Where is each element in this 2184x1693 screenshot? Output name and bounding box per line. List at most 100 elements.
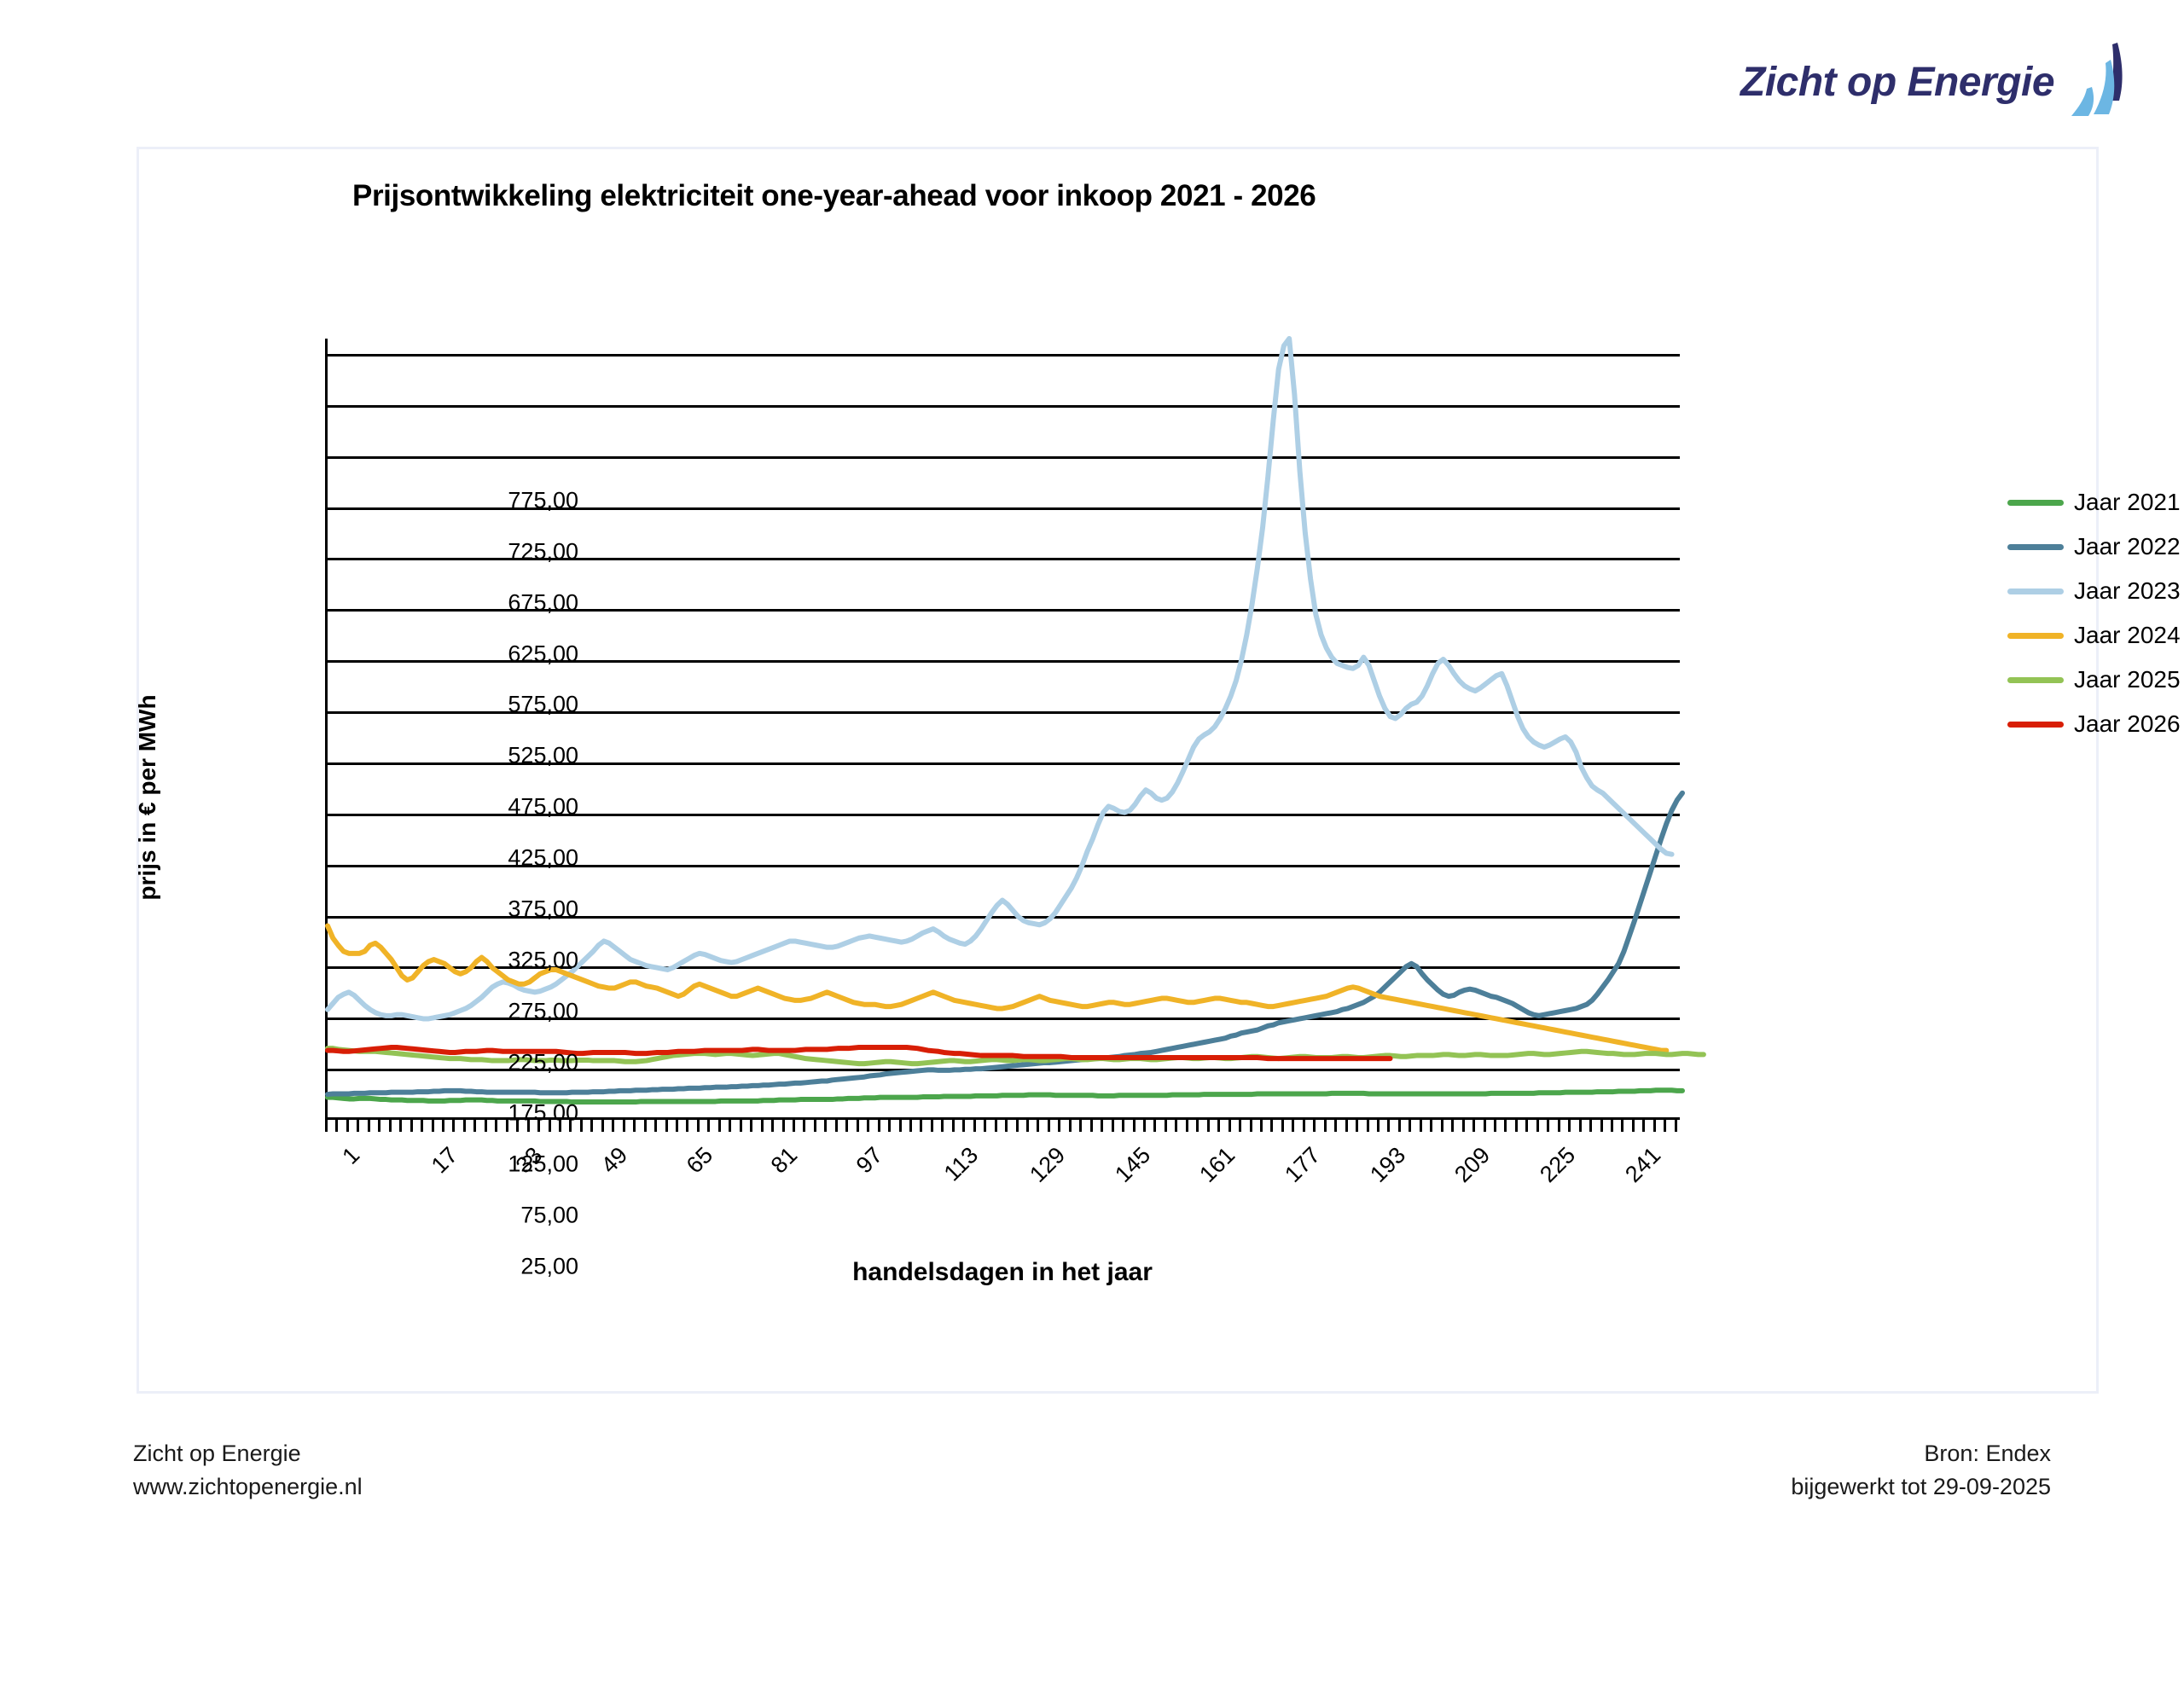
x-minor-tick (1313, 1120, 1316, 1132)
x-minor-tick (1600, 1120, 1603, 1132)
x-minor-tick (559, 1120, 561, 1132)
gridline (328, 660, 1680, 664)
x-minor-tick (1557, 1120, 1560, 1132)
x-minor-tick (994, 1120, 997, 1132)
x-minor-tick (1451, 1120, 1455, 1132)
x-tick-label: 1 (337, 1142, 365, 1169)
footer-left: Zicht op Energie www.zichtopenergie.nl (133, 1437, 363, 1504)
legend-swatch-icon (2007, 588, 2064, 594)
x-minor-tick (1430, 1120, 1433, 1132)
legend-item[interactable]: Jaar 2024 (2007, 622, 2181, 649)
series-layer (325, 336, 1706, 1105)
x-minor-tick (1206, 1120, 1210, 1132)
x-minor-tick (1547, 1120, 1550, 1132)
x-minor-tick (1111, 1120, 1114, 1132)
x-minor-tick (1175, 1120, 1178, 1132)
x-minor-tick (1185, 1120, 1188, 1132)
x-minor-tick (1122, 1120, 1125, 1132)
x-minor-tick (888, 1120, 892, 1132)
x-minor-tick (1589, 1120, 1593, 1132)
legend-item[interactable]: Jaar 2023 (2007, 577, 2181, 605)
x-axis-title: handelsdagen in het jaar (852, 1258, 1153, 1286)
x-minor-tick (665, 1120, 668, 1132)
x-minor-tick (346, 1120, 349, 1132)
x-minor-tick (601, 1120, 604, 1132)
legend-swatch-icon (2007, 676, 2064, 683)
x-minor-ticks (325, 1120, 1680, 1132)
legend-label: Jaar 2025 (2074, 666, 2181, 693)
x-minor-tick (962, 1120, 966, 1132)
x-tick-label: 129 (1025, 1142, 1071, 1188)
legend-swatch-icon (2007, 499, 2064, 506)
x-minor-tick (973, 1120, 976, 1132)
x-minor-tick (1514, 1120, 1518, 1132)
x-minor-tick (1664, 1120, 1667, 1132)
legend-label: Jaar 2022 (2074, 533, 2181, 560)
x-tick-label: 113 (939, 1142, 984, 1186)
legend-item[interactable]: Jaar 2021 (2007, 489, 2181, 516)
x-tick-label: 161 (1194, 1142, 1240, 1188)
x-minor-tick (803, 1120, 806, 1132)
x-minor-tick (1621, 1120, 1624, 1132)
x-minor-tick (1568, 1120, 1571, 1132)
x-minor-tick (526, 1120, 530, 1132)
x-minor-tick (877, 1120, 880, 1132)
x-minor-tick (1089, 1120, 1093, 1132)
x-tick-label: 97 (851, 1142, 888, 1179)
x-minor-tick (335, 1120, 339, 1132)
chart-legend: Jaar 2021 Jaar 2022 Jaar 2023 Jaar 2024 Jaar… (2007, 489, 2181, 738)
gridline (328, 353, 1680, 357)
x-minor-tick (654, 1120, 658, 1132)
x-tick-label: 81 (765, 1142, 803, 1179)
x-minor-tick (813, 1120, 816, 1132)
legend-label: Jaar 2026 (2074, 710, 2181, 737)
footer-website[interactable]: www.zichtopenergie.nl (133, 1474, 363, 1500)
gridline (328, 404, 1680, 408)
x-tick-label: 49 (595, 1142, 633, 1179)
series-line-jaar-2023 (325, 336, 1675, 1022)
gridline (328, 966, 1680, 970)
x-minor-tick (1270, 1120, 1274, 1132)
x-minor-tick (612, 1120, 615, 1132)
x-minor-tick (729, 1120, 732, 1132)
x-minor-tick (1674, 1120, 1677, 1132)
gridline (328, 1018, 1680, 1021)
x-minor-tick (537, 1120, 541, 1132)
brand-logo: Zicht op Energie (1740, 43, 2133, 121)
gridline (328, 1069, 1680, 1072)
x-minor-tick (686, 1120, 689, 1132)
x-minor-tick (388, 1120, 392, 1132)
x-minor-tick (930, 1120, 933, 1132)
x-minor-tick (495, 1120, 498, 1132)
x-tick-label: 65 (681, 1142, 717, 1179)
gridline (328, 813, 1680, 816)
x-minor-tick (824, 1120, 828, 1132)
footer-updated: bijgewerkt tot 29-09-2025 (1791, 1474, 2051, 1500)
x-minor-tick (856, 1120, 859, 1132)
legend-item[interactable]: Jaar 2022 (2007, 533, 2181, 560)
x-minor-tick (984, 1120, 987, 1132)
legend-item[interactable]: Jaar 2026 (2007, 710, 2181, 738)
x-minor-tick (484, 1120, 487, 1132)
x-minor-tick (1536, 1120, 1539, 1132)
x-minor-tick (1366, 1120, 1369, 1132)
x-minor-tick (1377, 1120, 1380, 1132)
x-minor-tick (1015, 1120, 1019, 1132)
x-minor-tick (1461, 1120, 1465, 1132)
x-tick-label: 17 (426, 1142, 462, 1179)
footer-source: Bron: Endex (1924, 1441, 2051, 1466)
x-minor-tick (898, 1120, 902, 1132)
x-minor-tick (643, 1120, 647, 1132)
x-minor-tick (548, 1120, 551, 1132)
x-minor-tick (1037, 1120, 1040, 1132)
x-minor-tick (590, 1120, 594, 1132)
gridlines (328, 339, 1680, 1117)
legend-item[interactable]: Jaar 2025 (2007, 666, 2181, 693)
x-minor-tick (378, 1120, 381, 1132)
x-minor-tick (633, 1120, 636, 1132)
x-minor-tick (771, 1120, 775, 1132)
footer-right: Bron: Endex bijgewerkt tot 29-09-2025 (1791, 1437, 2051, 1504)
x-minor-tick (1101, 1120, 1104, 1132)
x-minor-tick (1504, 1120, 1507, 1132)
x-minor-tick (760, 1120, 764, 1132)
